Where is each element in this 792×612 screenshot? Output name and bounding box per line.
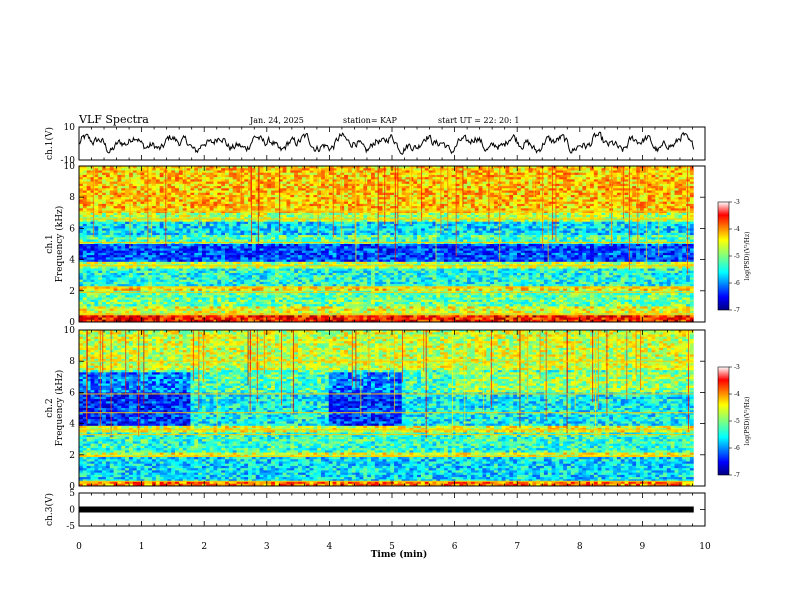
ch1-colorbar: -3 -4 -5 -6 -7 log(PSD)(V²/Hz) [717, 199, 751, 314]
header-start-time: start UT = 22: 20: 1 [438, 116, 519, 125]
x-tick-label: 5 [389, 542, 395, 552]
colorbar-tick-label: -3 [734, 364, 740, 371]
colorbar-label: log(PSD)(V²/Hz) [744, 397, 751, 446]
colorbar-tick-label: -6 [734, 280, 740, 287]
time-axis-ticks: 0 1 2 3 4 5 6 7 8 9 10 [76, 542, 711, 552]
ch3-waveform-line [79, 506, 694, 513]
y-tick-label: 10 [64, 123, 76, 133]
y-tick-label: 0 [69, 318, 75, 328]
y-tick-label: 10 [64, 162, 76, 172]
header-date: Jan. 24, 2025 [249, 116, 304, 125]
colorbar-tick-label: -4 [734, 391, 740, 398]
x-tick-label: 7 [514, 542, 520, 552]
y-axis-label: ch.3(V) [44, 493, 55, 526]
spectrogram-cells [79, 166, 695, 323]
ch1-spectrogram-panel: 0 2 4 6 8 10 ch.1 Frequency (kHz) [45, 162, 706, 328]
x-tick-label: 10 [699, 542, 711, 552]
y-tick-label: 2 [69, 451, 75, 461]
y-tick-label: 6 [69, 224, 75, 234]
colorbar-tick-label: -3 [734, 199, 740, 206]
x-tick-label: 8 [577, 542, 583, 552]
y-tick-label: -10 [61, 156, 76, 166]
colorbar-label: log(PSD)(V²/Hz) [744, 232, 751, 281]
y-axis-label: ch.2 [45, 398, 55, 417]
y-tick-label: 4 [69, 420, 75, 430]
x-tick-label: 1 [139, 542, 145, 552]
y-tick-label: 0 [69, 482, 75, 492]
colorbar-tick-label: -5 [734, 418, 740, 425]
y-axis-label: ch.1(V) [44, 127, 55, 160]
x-tick-label: 4 [327, 542, 333, 552]
ch1-waveform-line [78, 131, 695, 155]
colorbar-tick-label: -6 [734, 445, 740, 452]
x-tick-label: 6 [452, 542, 458, 552]
y-axis-label: ch.1 [45, 234, 55, 253]
x-tick-label: 3 [264, 542, 270, 552]
x-tick-label: 0 [76, 542, 82, 552]
x-tick-label: 2 [201, 542, 207, 552]
ch2-spectrogram-panel: 0 2 4 6 8 10 ch.2 Frequency (kHz) [45, 326, 706, 492]
figure-title: VLF Spectra [78, 113, 149, 126]
y-axis-label: Frequency (kHz) [54, 370, 65, 447]
x-tick-label: 9 [640, 542, 646, 552]
ch2-colorbar: -3 -4 -5 -6 -7 log(PSD)(V²/Hz) [717, 364, 751, 479]
x-axis-label: Time (min) [371, 549, 428, 560]
ch3-waveform-panel: 5 0 -5 ch.3(V) [44, 489, 706, 532]
y-tick-label: -5 [66, 522, 75, 532]
header-station: station= KAP [343, 116, 398, 125]
colorbar-gradient [717, 201, 730, 311]
y-tick-label: 8 [69, 193, 75, 203]
colorbar-gradient [717, 366, 730, 476]
y-tick-label: 5 [69, 489, 75, 499]
y-tick-label: 4 [69, 256, 75, 266]
colorbar-tick-label: -5 [734, 253, 740, 260]
colorbar-tick-label: -4 [734, 226, 740, 233]
y-axis-label: Frequency (kHz) [54, 206, 65, 283]
y-tick-label: 0 [69, 506, 75, 516]
colorbar-tick-label: -7 [734, 307, 740, 314]
ch1-waveform-panel: 10 -10 ch.1(V) [44, 123, 706, 166]
y-tick-label: 6 [69, 388, 75, 398]
colorbar-tick-label: -7 [734, 472, 740, 479]
y-tick-label: 2 [69, 287, 75, 297]
spectrogram-cells [79, 330, 695, 487]
y-tick-label: 8 [69, 357, 75, 367]
y-tick-label: 10 [64, 326, 76, 336]
